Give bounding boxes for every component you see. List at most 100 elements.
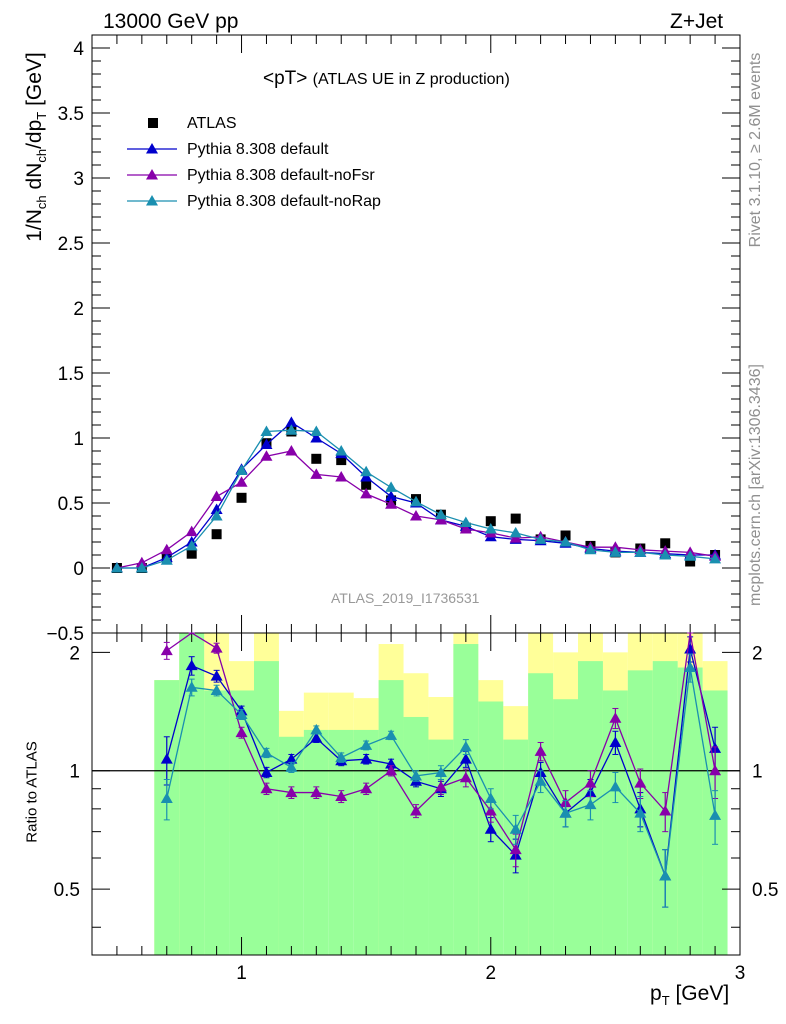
main-y-tick-label: −0.5 xyxy=(46,624,84,645)
main-series-marker-2 xyxy=(385,498,398,509)
ratio-series-marker-2 xyxy=(285,761,298,772)
ratio-series-marker-1 xyxy=(584,777,597,788)
main-series-marker-2 xyxy=(260,450,273,461)
main-series-marker-3 xyxy=(285,424,298,435)
ratio-series-marker-2 xyxy=(484,792,497,804)
main-series-marker-3 xyxy=(709,552,722,564)
main-series-marker-3 xyxy=(135,562,148,573)
main-series-marker-2 xyxy=(310,468,323,479)
ratio-series-marker-2 xyxy=(260,746,273,758)
main-series-marker-3 xyxy=(210,510,223,521)
ratio-series-marker-1 xyxy=(260,782,273,794)
atlas-data-point xyxy=(685,556,696,567)
main-series-marker-2 xyxy=(185,525,198,537)
ratio-series-marker-0 xyxy=(310,732,323,743)
legend-label-nofsr: Pythia 8.308 default-noFsr xyxy=(187,167,375,184)
ratio-series-marker-2 xyxy=(434,766,447,777)
ratio-series-marker-0 xyxy=(459,753,472,764)
ratio-series-marker-0 xyxy=(185,659,198,671)
rivet-version-label: Rivet 3.1.10, ≥ 2.6M events xyxy=(747,52,764,248)
ratio-series-marker-0 xyxy=(260,766,273,777)
ratio-series-marker-2 xyxy=(185,681,198,692)
ratio-series-marker-1 xyxy=(360,782,373,794)
main-y-tick-label: 3 xyxy=(73,169,84,190)
main-series-marker-2 xyxy=(210,490,223,501)
main-series-marker-3 xyxy=(434,508,447,520)
ratio-x-tick-label: 1 xyxy=(236,963,247,984)
ratio-series-marker-0 xyxy=(609,736,622,747)
atlas-data-point xyxy=(510,513,521,524)
ratio-series-marker-2 xyxy=(459,740,472,752)
main-series-marker-1 xyxy=(310,432,323,443)
green-band-bin xyxy=(328,729,354,955)
main-series-marker-2 xyxy=(335,471,348,482)
main-series-line-2 xyxy=(116,450,716,569)
ratio-series-marker-2 xyxy=(235,708,248,719)
ratio-series-marker-1 xyxy=(210,642,223,653)
ratio-series-marker-1 xyxy=(459,771,472,783)
ratio-series-marker-2 xyxy=(509,823,522,834)
green-band-bin xyxy=(378,680,404,955)
ratio-series-marker-2 xyxy=(160,792,173,804)
main-series-marker-3 xyxy=(335,445,348,456)
ratio-series-marker-0 xyxy=(160,753,173,764)
main-y-tick-label: 2.5 xyxy=(58,234,84,255)
ratio-series-marker-1 xyxy=(310,786,323,798)
main-series-marker-3 xyxy=(260,425,273,436)
legend-marker-atlas xyxy=(148,118,158,128)
ratio-y-tick-label: 0.5 xyxy=(54,880,80,901)
green-band-bin xyxy=(453,644,479,955)
main-series-marker-2 xyxy=(360,487,373,499)
chart-subtitle: (ATLAS UE in Z production) xyxy=(312,71,510,88)
ratio-series-marker-2 xyxy=(659,869,672,881)
legend-label-atlas: ATLAS xyxy=(187,115,237,132)
legend-marker-3 xyxy=(146,195,158,206)
green-band-bin xyxy=(204,690,230,955)
header-left-label: 13000 GeV pp xyxy=(103,10,239,33)
ratio-series-marker-2 xyxy=(684,661,697,673)
green-band-bin xyxy=(602,690,628,955)
main-series-marker-2 xyxy=(285,445,298,456)
green-band-bin xyxy=(403,716,429,955)
main-series-marker-3 xyxy=(484,523,497,534)
atlas-data-point xyxy=(361,479,372,490)
main-series-marker-3 xyxy=(609,546,622,557)
main-series-marker-3 xyxy=(110,562,123,573)
ratio-series-marker-2 xyxy=(385,729,398,740)
ratio-series-marker-1 xyxy=(335,790,348,802)
ratio-series-marker-1 xyxy=(709,764,722,776)
atlas-data-point xyxy=(560,530,571,541)
ratio-series-marker-2 xyxy=(360,739,373,750)
ratio-series-marker-2 xyxy=(709,809,722,820)
ratio-series-marker-1 xyxy=(609,712,622,723)
main-series-marker-3 xyxy=(385,481,398,492)
ratio-x-tick-label: 3 xyxy=(735,963,746,984)
atlas-data-point xyxy=(485,516,496,527)
main-series-marker-3 xyxy=(160,554,173,565)
ratio-series-marker-1 xyxy=(484,805,497,816)
legend-label-default: Pythia 8.308 default xyxy=(187,141,329,158)
ratio-series-marker-1 xyxy=(634,777,647,788)
main-series-marker-3 xyxy=(310,425,323,436)
ratio-series-marker-1 xyxy=(534,745,547,756)
ratio-series-marker-0 xyxy=(210,670,223,681)
green-band-bin xyxy=(254,661,279,955)
header-right-label: Z+Jet xyxy=(670,10,724,33)
mcplots-label: mcplots.cern.ch [arXiv:1306.3436] xyxy=(747,364,764,606)
main-series-marker-3 xyxy=(235,464,248,475)
ratio-y-tick-label-right: 0.5 xyxy=(752,880,778,901)
atlas-data-point xyxy=(211,529,222,540)
ratio-series-marker-2 xyxy=(534,775,547,786)
main-series-marker-2 xyxy=(459,523,472,534)
main-y-axis-label: 1/Nch dNch/dpT [GeV] xyxy=(22,52,50,242)
green-band-bin xyxy=(677,667,703,955)
main-series-marker-1 xyxy=(385,490,398,501)
main-series-marker-3 xyxy=(459,516,472,527)
ratio-y-tick-label: 1 xyxy=(69,762,80,783)
main-y-tick-label: 1.5 xyxy=(58,364,84,385)
main-series-marker-3 xyxy=(509,526,522,538)
ratio-y-axis-label: Ratio to ATLAS xyxy=(23,741,41,843)
chart-title: <pT> (ATLAS UE in Z production) xyxy=(263,68,510,90)
ratio-series-marker-2 xyxy=(410,769,422,781)
main-series-marker-1 xyxy=(285,416,298,427)
